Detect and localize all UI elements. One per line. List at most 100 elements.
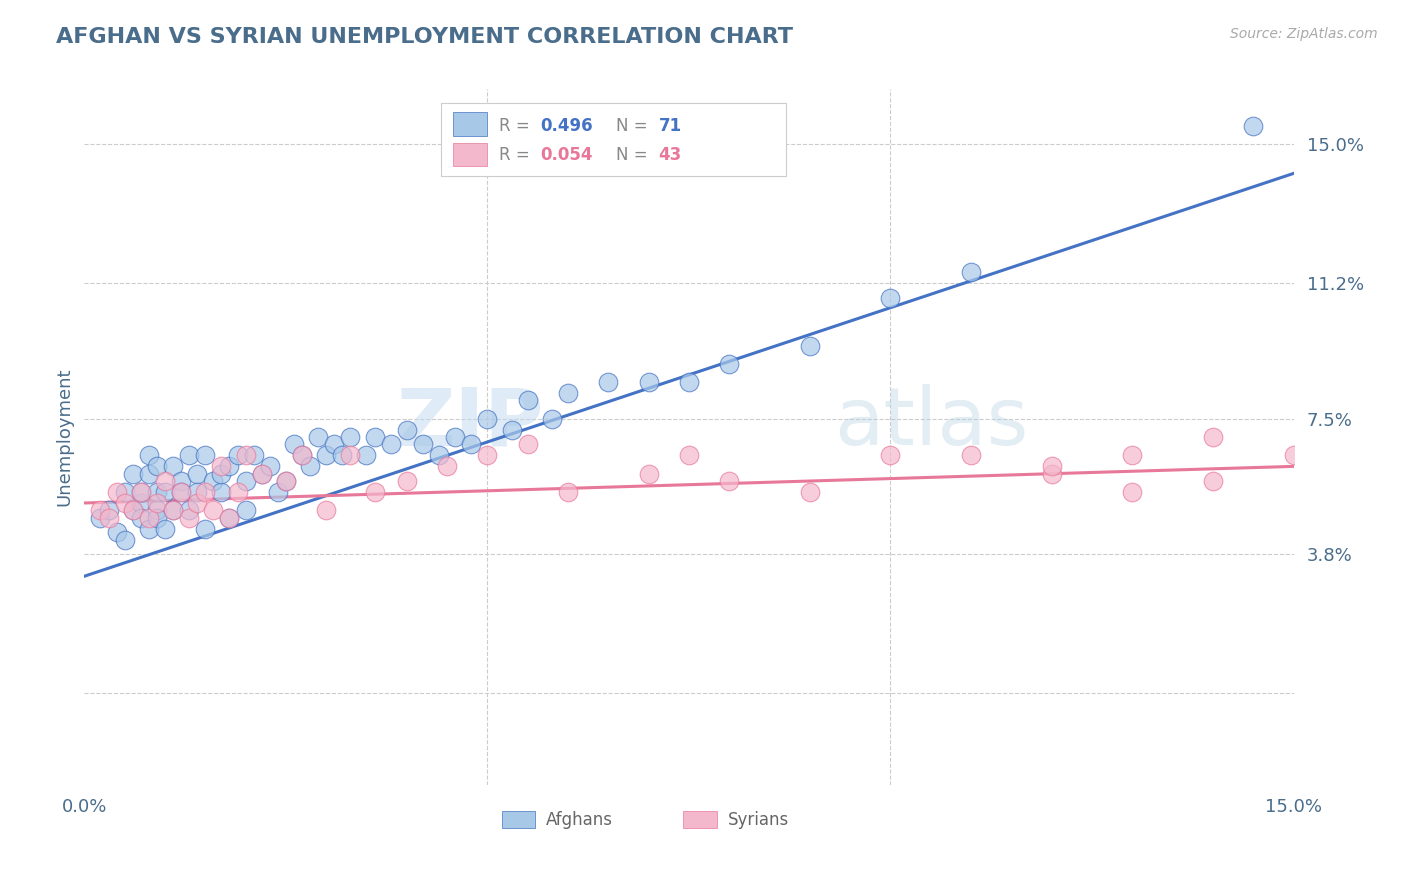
Text: N =: N = bbox=[616, 146, 654, 164]
Point bbox=[363, 430, 385, 444]
Point bbox=[274, 474, 297, 488]
Point bbox=[799, 338, 821, 352]
Point bbox=[97, 503, 120, 517]
Point bbox=[291, 449, 314, 463]
Point bbox=[678, 449, 700, 463]
Point bbox=[146, 485, 169, 500]
Point bbox=[1202, 474, 1225, 488]
Point bbox=[146, 503, 169, 517]
FancyBboxPatch shape bbox=[441, 103, 786, 177]
Bar bbox=[453, 143, 486, 167]
Point bbox=[209, 467, 232, 481]
Point bbox=[960, 449, 983, 463]
Text: 0.496: 0.496 bbox=[540, 117, 593, 135]
Point bbox=[218, 510, 240, 524]
Point bbox=[1121, 449, 1143, 463]
Point bbox=[218, 459, 240, 474]
Point bbox=[516, 393, 538, 408]
Point bbox=[121, 503, 143, 517]
Point bbox=[460, 437, 482, 451]
Text: N =: N = bbox=[616, 117, 654, 135]
Point bbox=[339, 430, 361, 444]
Point bbox=[1241, 119, 1264, 133]
Point bbox=[114, 533, 136, 547]
Point bbox=[427, 449, 450, 463]
Point bbox=[105, 525, 128, 540]
Point bbox=[1040, 467, 1063, 481]
Text: Afghans: Afghans bbox=[547, 811, 613, 829]
Point bbox=[194, 485, 217, 500]
Point bbox=[412, 437, 434, 451]
Point bbox=[235, 474, 257, 488]
Point bbox=[1040, 459, 1063, 474]
Point bbox=[209, 459, 232, 474]
Point bbox=[363, 485, 385, 500]
Point bbox=[162, 503, 184, 517]
Text: 71: 71 bbox=[659, 117, 682, 135]
Point bbox=[718, 357, 741, 371]
Point bbox=[146, 496, 169, 510]
Point bbox=[209, 485, 232, 500]
Point bbox=[226, 449, 249, 463]
Point bbox=[283, 437, 305, 451]
Point bbox=[274, 474, 297, 488]
Point bbox=[186, 496, 208, 510]
Point bbox=[250, 467, 273, 481]
Point bbox=[339, 449, 361, 463]
Point bbox=[170, 485, 193, 500]
Bar bbox=[453, 112, 486, 136]
Point bbox=[153, 522, 176, 536]
Point bbox=[121, 467, 143, 481]
Point bbox=[380, 437, 402, 451]
Point bbox=[718, 474, 741, 488]
Point bbox=[879, 449, 901, 463]
Point bbox=[114, 496, 136, 510]
Point bbox=[444, 430, 467, 444]
Point bbox=[202, 474, 225, 488]
Text: R =: R = bbox=[499, 117, 536, 135]
Text: 0.054: 0.054 bbox=[540, 146, 593, 164]
Point bbox=[129, 510, 152, 524]
Text: Source: ZipAtlas.com: Source: ZipAtlas.com bbox=[1230, 27, 1378, 41]
Point bbox=[179, 510, 201, 524]
Point bbox=[114, 485, 136, 500]
Text: R =: R = bbox=[499, 146, 536, 164]
Point bbox=[637, 375, 659, 389]
Text: Syrians: Syrians bbox=[728, 811, 789, 829]
Y-axis label: Unemployment: Unemployment bbox=[55, 368, 73, 507]
Point bbox=[323, 437, 346, 451]
Point bbox=[226, 485, 249, 500]
Point bbox=[186, 485, 208, 500]
Point bbox=[162, 459, 184, 474]
Point bbox=[879, 291, 901, 305]
Text: AFGHAN VS SYRIAN UNEMPLOYMENT CORRELATION CHART: AFGHAN VS SYRIAN UNEMPLOYMENT CORRELATIO… bbox=[56, 27, 793, 46]
Point bbox=[557, 386, 579, 401]
Point bbox=[218, 510, 240, 524]
Point bbox=[129, 485, 152, 500]
Point bbox=[356, 449, 378, 463]
Point bbox=[138, 449, 160, 463]
Point bbox=[146, 459, 169, 474]
Point bbox=[557, 485, 579, 500]
Point bbox=[259, 459, 281, 474]
Point bbox=[138, 467, 160, 481]
Point bbox=[960, 265, 983, 279]
Point bbox=[194, 522, 217, 536]
Point bbox=[637, 467, 659, 481]
Point bbox=[516, 437, 538, 451]
Point bbox=[436, 459, 458, 474]
Point bbox=[153, 485, 176, 500]
Point bbox=[170, 474, 193, 488]
Point bbox=[89, 503, 111, 517]
Text: atlas: atlas bbox=[834, 384, 1028, 462]
Text: ZIP: ZIP bbox=[396, 384, 544, 462]
Point bbox=[146, 510, 169, 524]
Point bbox=[501, 423, 523, 437]
Point bbox=[105, 485, 128, 500]
Point bbox=[307, 430, 329, 444]
Point bbox=[179, 503, 201, 517]
Point bbox=[179, 449, 201, 463]
Point bbox=[1121, 485, 1143, 500]
Point bbox=[235, 449, 257, 463]
Point bbox=[1202, 430, 1225, 444]
